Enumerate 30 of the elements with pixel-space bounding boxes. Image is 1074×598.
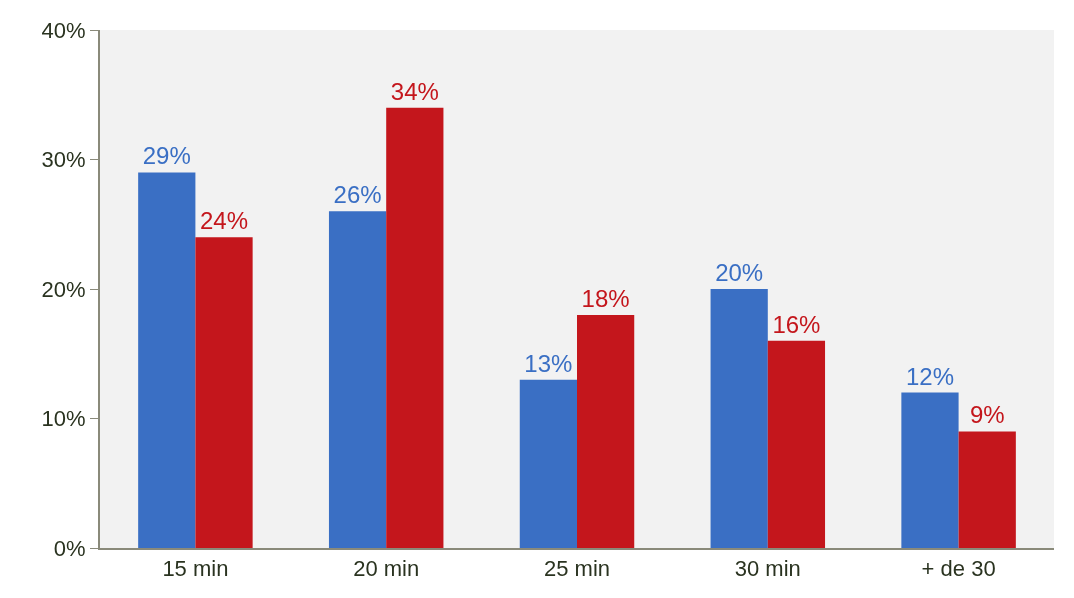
bar — [328, 211, 387, 548]
bar — [958, 431, 1016, 548]
x-tick-label: 15 min — [162, 556, 229, 582]
bar — [901, 392, 959, 548]
y-tick-label: 10% — [41, 406, 86, 432]
bar — [386, 107, 444, 548]
bar — [519, 379, 577, 548]
x-tick-label: 25 min — [543, 556, 611, 582]
data-label: 12% — [905, 362, 954, 390]
y-tick-label: 0% — [53, 535, 86, 561]
data-label: 34% — [390, 77, 439, 105]
data-label: 9% — [969, 401, 1005, 429]
data-label: 26% — [333, 181, 382, 209]
x-tick-label: + de 30 — [921, 556, 996, 582]
data-label: 16% — [772, 310, 821, 338]
bar — [138, 172, 196, 548]
data-label: 24% — [200, 207, 249, 235]
bar — [577, 314, 635, 548]
y-tick-label: 30% — [41, 147, 86, 173]
data-label: 13% — [524, 349, 573, 377]
data-label: 18% — [581, 284, 630, 312]
bar — [710, 289, 768, 548]
data-label: 20% — [715, 259, 764, 286]
bar — [767, 340, 826, 548]
data-label: 29% — [142, 142, 191, 170]
bar — [195, 237, 253, 548]
x-tick-label: 30 min — [734, 556, 801, 582]
y-tick-label: 40% — [41, 17, 86, 43]
x-tick-label: 20 min — [353, 556, 420, 582]
y-tick-label: 20% — [41, 276, 86, 302]
